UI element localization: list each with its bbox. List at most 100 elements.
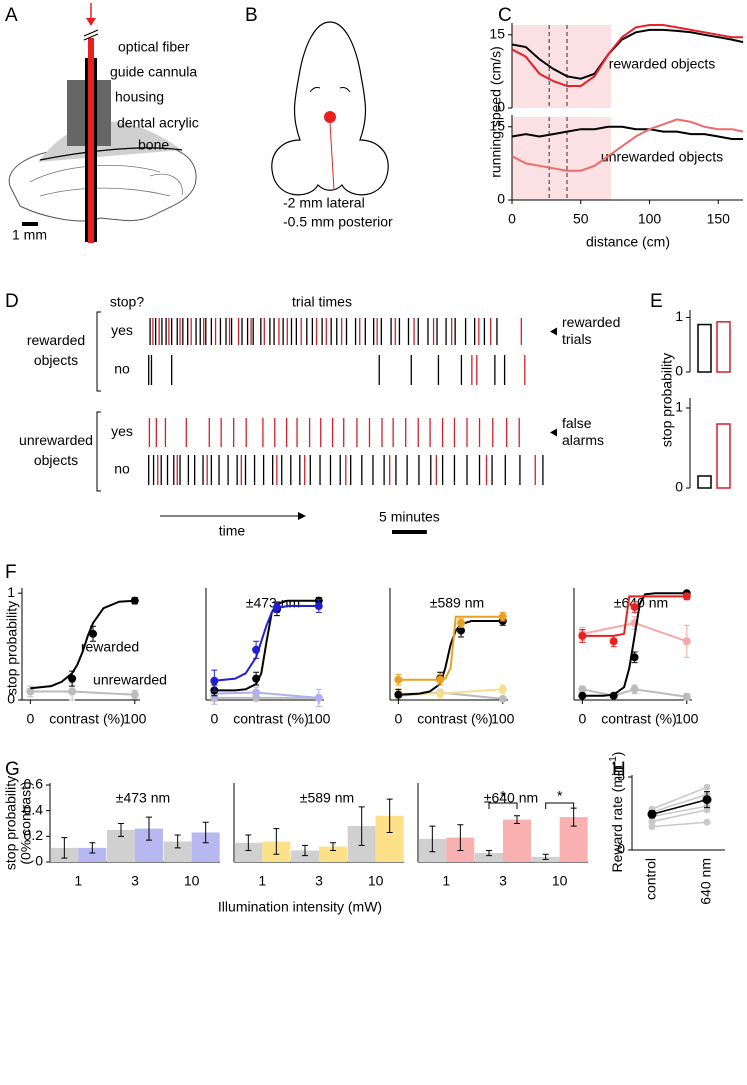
chart-title: ±589 nm	[430, 595, 484, 611]
optical-fiber	[88, 38, 94, 243]
error-bar	[174, 834, 181, 849]
error-bar	[486, 849, 492, 857]
y-axis-label: running speed (cm/s)	[488, 46, 504, 178]
x-tick-label: 100	[638, 211, 662, 227]
y-tick-label: 0	[617, 841, 625, 857]
bar	[697, 323, 712, 373]
diagram-label: bone	[138, 137, 169, 153]
error-bar	[457, 824, 464, 851]
x-tick-label: 100	[491, 711, 515, 727]
x-tick-label: 0	[578, 711, 586, 727]
x-tick-label: 100	[307, 711, 331, 727]
data-point	[89, 629, 98, 638]
annotation: trials	[562, 331, 592, 347]
group-bracket	[96, 411, 101, 492]
y-axis-label: stop probability	[659, 353, 675, 447]
subject-line	[651, 786, 708, 810]
data-point	[630, 685, 639, 694]
data-point	[26, 687, 35, 696]
y-tick-label: 5	[617, 768, 625, 784]
y-tick-label: 1	[675, 308, 683, 324]
light-arrow-head	[86, 18, 96, 26]
data-point	[498, 685, 507, 694]
speed-line	[511, 24, 743, 87]
fit-curve	[398, 620, 503, 696]
time-arrow-head	[298, 512, 306, 520]
mean-line	[651, 798, 708, 815]
error-bar	[302, 844, 308, 857]
x-tick-label: 50	[573, 211, 589, 227]
x-tick-label: 1	[442, 873, 450, 889]
bar	[697, 475, 712, 489]
x-tick-label: 3	[131, 873, 139, 889]
group-label: objects	[34, 452, 78, 468]
error-bar	[245, 834, 252, 851]
y-tick-label: 0	[497, 99, 505, 115]
x-axis-label: Illumination intensity (mW)	[218, 899, 382, 915]
data-point	[498, 612, 507, 621]
subject-point	[648, 823, 656, 831]
x-tick-label: 10	[184, 873, 200, 889]
panel-letter: G	[5, 759, 20, 780]
data-point	[394, 690, 403, 699]
error-bar	[330, 842, 336, 851]
bar	[234, 842, 263, 862]
significance-bracket	[488, 802, 518, 809]
series-label: rewarded	[81, 639, 139, 655]
data-point	[273, 603, 282, 612]
x-tick-label: 0	[26, 711, 34, 727]
subject-point	[703, 818, 711, 826]
chart-title: rewarded objects	[609, 56, 716, 72]
data-point	[252, 645, 261, 654]
diagram-label: guide cannula	[110, 64, 197, 80]
y-axis-label: stop probability	[4, 601, 20, 695]
y-axis-label-superscript: -1	[608, 756, 619, 765]
speed-line	[511, 28, 744, 80]
injection-site	[324, 111, 336, 123]
significance-label: *	[557, 788, 563, 804]
x-axis-label: contrast (%)	[49, 711, 124, 727]
error-bar	[386, 798, 393, 833]
panel-letter: D	[5, 291, 19, 312]
scale-bar	[22, 222, 38, 226]
y-axis-label: (0% contrast)	[18, 781, 34, 864]
x-axis-label: time	[219, 523, 246, 539]
series-label: unrewarded	[93, 672, 167, 688]
data-point	[609, 691, 618, 700]
bar	[716, 321, 731, 373]
trend-line	[30, 690, 135, 696]
subject-point	[648, 818, 656, 826]
data-point	[682, 592, 691, 601]
y-tick-label: 1	[675, 399, 683, 415]
error-bar	[273, 828, 280, 855]
eyes	[309, 87, 351, 93]
bar	[163, 841, 192, 862]
data-point	[68, 687, 77, 696]
diagram-label: -0.5 mm posterior	[283, 214, 393, 230]
error-bar	[146, 816, 152, 841]
data-point	[630, 603, 639, 612]
data-point	[578, 685, 587, 694]
significance-bracket	[545, 802, 575, 809]
subject-line	[651, 793, 708, 813]
x-tick-label: 10	[552, 873, 568, 889]
data-point	[68, 674, 77, 683]
y-axis-label-text: Reward rate (min	[609, 765, 625, 872]
x-tick-label: 1	[258, 873, 266, 889]
chart-title: ±640 nm	[484, 790, 538, 806]
y-tick-label: 1	[7, 584, 15, 600]
y-tick-label: 0	[675, 363, 683, 379]
y-tick-label: 0	[35, 853, 43, 869]
x-axis-label: contrast (%)	[601, 711, 676, 727]
x-axis-label: contrast (%)	[417, 711, 492, 727]
panel-letter: H	[612, 759, 626, 780]
chart-title: ±473 nm	[246, 595, 300, 611]
bar	[78, 847, 107, 862]
x-axis-label: contrast (%)	[233, 711, 308, 727]
scale-bar	[392, 530, 427, 534]
fit-curve	[582, 595, 687, 637]
subject-line	[651, 809, 708, 823]
data-point	[682, 637, 691, 646]
x-tick-label: 640 nm	[698, 858, 714, 905]
